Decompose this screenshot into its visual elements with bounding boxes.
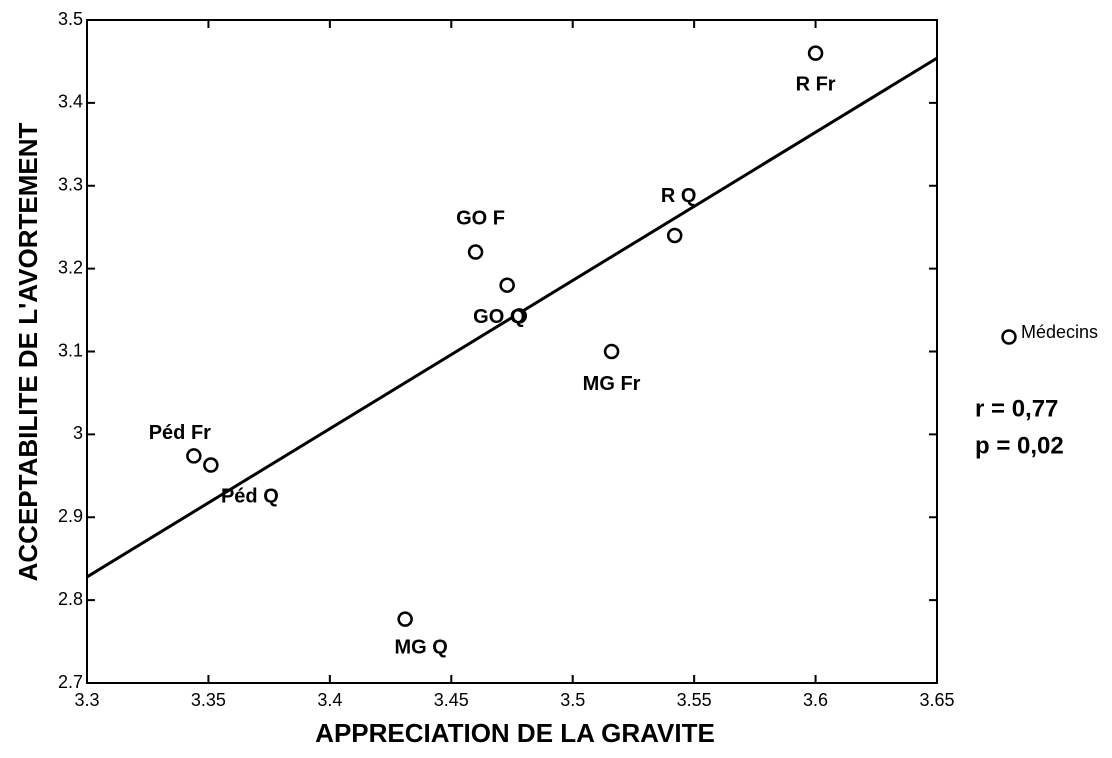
legend-marker [1001, 329, 1017, 345]
point [203, 457, 219, 473]
y-tick-label: 3 [73, 423, 83, 443]
y-tick-label: 2.8 [58, 589, 83, 609]
point [397, 611, 413, 627]
y-tick-label: 3.5 [58, 9, 83, 29]
y-axis-title: ACCEPTABILITE DE L'AVORTEMENT [13, 123, 43, 582]
point-label: R Q [661, 185, 697, 207]
y-tick-label: 2.7 [58, 672, 83, 692]
x-tick-label: 3.5 [560, 690, 585, 710]
plot-frame [86, 19, 938, 684]
x-tick-label: 3.3 [74, 690, 99, 710]
y-tick-label: 2.9 [58, 506, 83, 526]
point-label: MG Q [394, 636, 447, 658]
point [807, 45, 824, 61]
point [511, 308, 528, 324]
point-label: R Fr [796, 73, 836, 95]
point-label: MG Fr [583, 373, 641, 395]
y-tick-label: 3.3 [58, 175, 83, 195]
legend-label: Médecins [1021, 322, 1098, 342]
point-label: GO Q [473, 306, 525, 328]
point [603, 343, 620, 360]
point [467, 244, 484, 260]
x-tick-label: 3.35 [191, 690, 226, 710]
annotation: r = 0,77 [975, 395, 1058, 422]
point [666, 227, 683, 244]
x-tick-label: 3.4 [317, 690, 342, 710]
x-axis-title: APPRECIATION DE LA GRAVITE [315, 718, 715, 748]
x-tick-label: 3.65 [919, 690, 954, 710]
point-label: Péd Fr [149, 422, 211, 444]
x-tick-label: 3.6 [803, 690, 828, 710]
point-label: Péd Q [221, 485, 279, 507]
x-tick-label: 3.45 [434, 690, 469, 710]
x-tick-label: 3.55 [677, 690, 712, 710]
point [186, 448, 202, 464]
y-tick-label: 3.1 [58, 340, 83, 360]
y-tick-label: 3.4 [58, 92, 83, 112]
annotation: p = 0,02 [975, 432, 1064, 459]
point [499, 277, 515, 293]
point-label: GO F [456, 207, 505, 229]
y-tick-label: 3.2 [58, 257, 83, 277]
